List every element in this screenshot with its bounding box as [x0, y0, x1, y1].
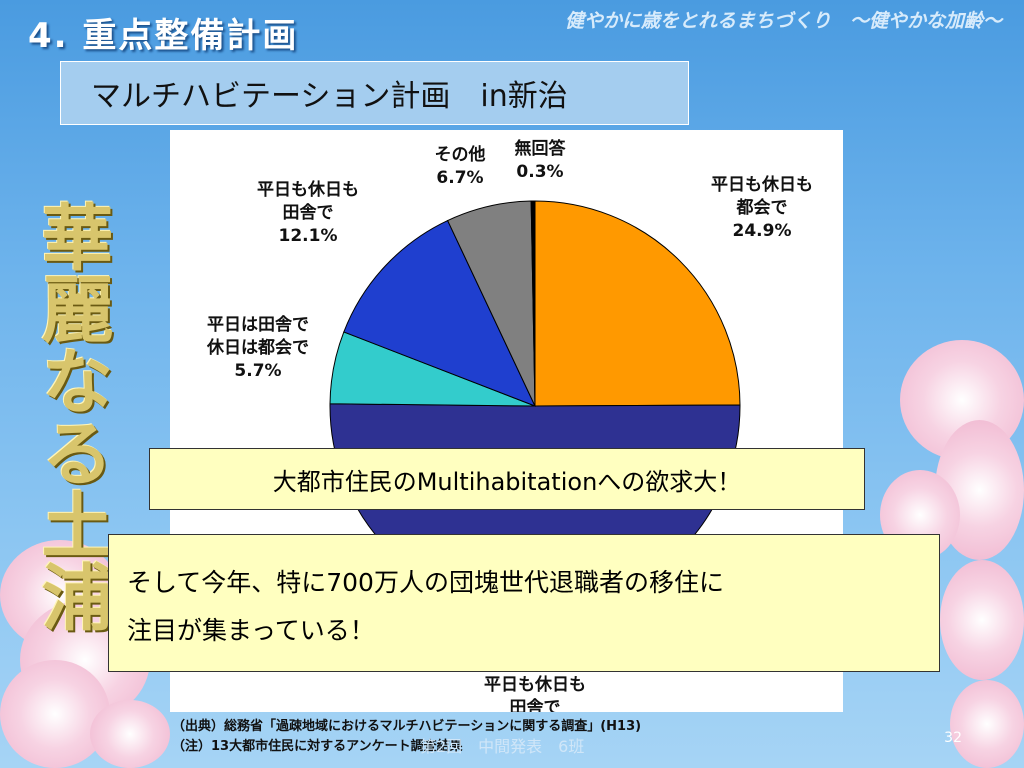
pie-value-label-5: 0.3%: [516, 162, 563, 182]
slide-tagline: 健やかに歳をとれるまちづくり ～健やかな加齢～: [564, 10, 1002, 32]
footer-text: 第2回 中間発表 6班: [420, 737, 585, 756]
callout-demand-text: 大都市住民のMultihabitationへの欲求大！: [272, 467, 742, 496]
pie-label-1: 平日も休日も田舎で50.2%: [484, 674, 586, 712]
pie-category-label-3: 田舎で: [283, 202, 334, 223]
pie-value-label-3: 12.1%: [279, 226, 338, 246]
callout-box-demand: 大都市住民のMultihabitationへの欲求大！: [149, 448, 865, 510]
pie-category-label-0: 平日も休日も: [711, 174, 813, 195]
pie-category-label-5: 無回答: [515, 138, 567, 159]
section-title: 4. 重点整備計画: [28, 16, 299, 56]
source-citation: （出典）総務省「過疎地域におけるマルチハビテーションに関する調査」(H13): [172, 719, 642, 734]
pie-slice-5: [530, 200, 536, 407]
pie-category-label-4: その他: [435, 144, 486, 165]
pie-category-label-2: 休日は都会で: [206, 337, 309, 358]
source-notes: （出典）総務省「過疎地域におけるマルチハビテーションに関する調査」(H13) （…: [172, 717, 641, 757]
pie-category-label-2: 平日は田舎で: [207, 314, 309, 335]
pie-label-4: その他 6.7%: [435, 144, 486, 188]
subtitle-box: マルチハビテーション計画 in新治: [60, 61, 689, 125]
survey-note: （注）13大都市住民に対するアンケート調査結果: [172, 739, 463, 754]
pie-category-label-3: 平日も休日も: [257, 179, 359, 200]
pie-slice-3: [343, 219, 536, 407]
page-number: 32: [944, 730, 962, 746]
pie-slice-0: [534, 200, 741, 407]
callout-boomers-line2: 注目が集まっている！: [127, 616, 375, 645]
pie-label-5: 無回答 0.3%: [515, 138, 567, 182]
pie-value-label-2: 5.7%: [234, 361, 281, 381]
callout-box-baby-boomers: そして今年、特に700万人の団塊世代退職者の移住に 注目が集まっている！: [108, 534, 940, 672]
callout-boomers-line1: そして今年、特に700万人の団塊世代退職者の移住に: [127, 568, 724, 597]
vertical-slogan-text: 華麗なる土浦: [29, 200, 114, 632]
pie-category-label-0: 都会で: [736, 197, 788, 218]
pie-category-label-1: 平日も休日も: [484, 674, 586, 695]
pie-value-label-0: 24.9%: [733, 221, 792, 241]
subtitle-text: マルチハビテーション計画 in新治: [91, 79, 568, 114]
pie-category-label-1: 田舎で: [510, 697, 561, 712]
pie-value-label-4: 6.7%: [436, 168, 483, 188]
